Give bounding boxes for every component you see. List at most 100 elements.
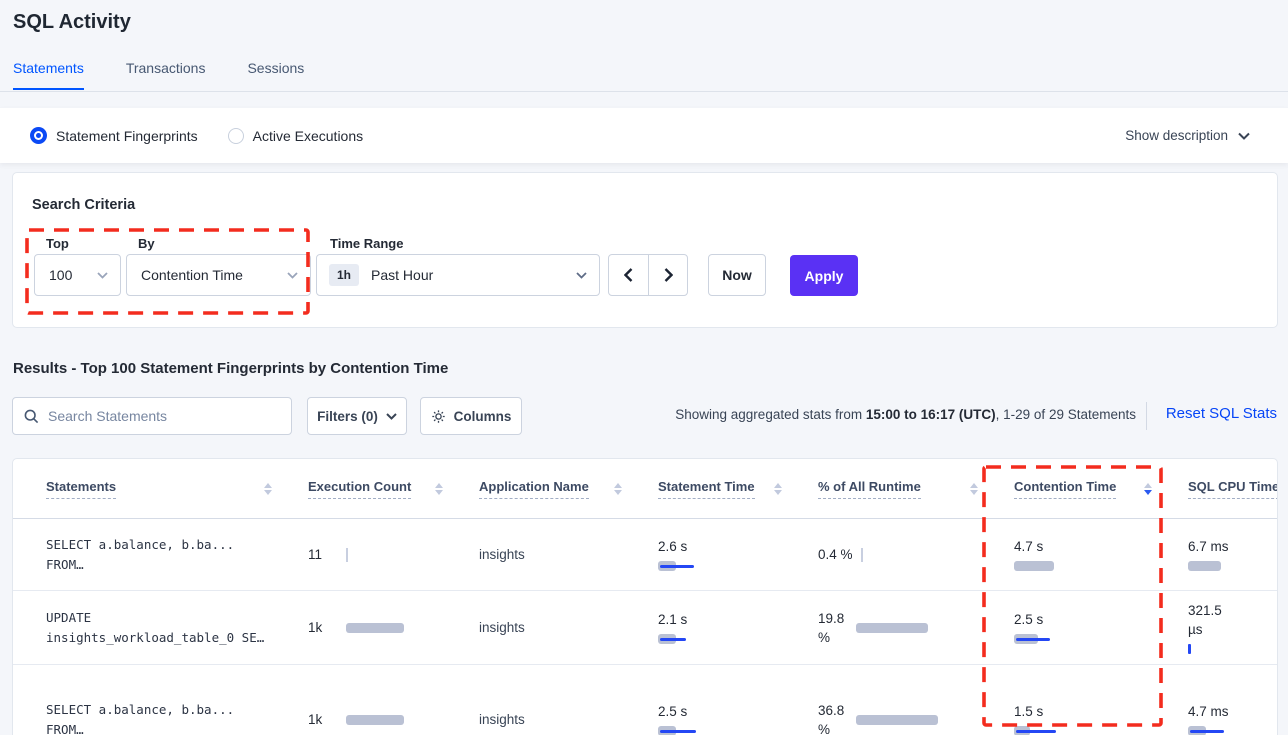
cell-value: 321.5 µs: [1188, 602, 1222, 637]
cell-value: 1.5 s: [1014, 704, 1044, 719]
cell-value: 2.5 s: [1014, 612, 1044, 627]
radio-active-executions[interactable]: Active Executions: [227, 127, 364, 144]
sort-icons[interactable]: [774, 482, 782, 495]
statements-table: Statements Execution Count Application Nam…: [12, 458, 1278, 735]
column-header-label: SQL CPU Time: [1188, 479, 1277, 499]
value-bar: [1188, 725, 1277, 735]
execution-count-cell: 11: [296, 545, 467, 564]
column-header-statement-time[interactable]: Statement Time: [646, 479, 806, 499]
value-bar: [1014, 725, 1104, 735]
column-header-contention-time[interactable]: Contention Time: [1002, 479, 1176, 499]
time-prev-button[interactable]: [609, 255, 648, 295]
top-select[interactable]: 100: [34, 254, 121, 296]
column-header-statements[interactable]: Statements: [13, 479, 296, 499]
page-title: SQL Activity: [13, 11, 131, 33]
radio-statement-fingerprints[interactable]: Statement Fingerprints: [30, 127, 198, 144]
sort-icons[interactable]: [1144, 482, 1152, 495]
cell-value: 11: [308, 547, 323, 562]
radio-unselected-icon: [227, 127, 244, 144]
sort-icons[interactable]: [970, 482, 978, 495]
cell-value: 36.8%: [818, 702, 845, 735]
column-header-application-name[interactable]: Application Name: [467, 479, 646, 499]
cell-value: 1k: [308, 620, 323, 635]
cell-value: 19.8%: [818, 610, 845, 645]
contention-time-cell: 4.7 s: [1002, 537, 1176, 572]
statement-link[interactable]: SELECT a.balance, b.ba... FROM…: [46, 536, 235, 572]
value-bar: [1014, 560, 1104, 572]
top-select-value: 100: [49, 267, 73, 283]
sql-cpu-time-cell: 6.7 ms: [1176, 537, 1277, 572]
by-label: By: [138, 236, 155, 251]
value-bar: [658, 725, 748, 735]
value-bar: [1188, 560, 1277, 572]
time-range-label: Time Range: [330, 236, 404, 251]
top-label: Top: [46, 236, 69, 251]
cell-value: 2.6 s: [658, 539, 688, 554]
value-bar: [346, 714, 436, 726]
tab-transactions[interactable]: Transactions: [125, 60, 206, 76]
value-bar: [1188, 643, 1277, 655]
radio-label: Active Executions: [252, 127, 364, 144]
chevron-down-icon: [287, 271, 298, 279]
column-header-label: Application Name: [479, 479, 589, 499]
cell-value: 4.7 ms: [1188, 704, 1229, 719]
value-bar: [856, 714, 946, 726]
application-name-cell: insights: [479, 547, 525, 562]
statement-link[interactable]: SELECT a.balance, b.ba... FROM…: [46, 701, 235, 735]
time-range-select[interactable]: 1h Past Hour: [316, 254, 600, 296]
column-header-sql-cpu-time[interactable]: SQL CPU Time: [1176, 479, 1277, 499]
columns-label: Columns: [453, 408, 512, 424]
statement-search-box: [12, 397, 292, 435]
tab-sessions[interactable]: Sessions: [247, 60, 305, 76]
view-mode-bar: Statement Fingerprints Active Executions …: [0, 108, 1288, 163]
column-header-label: Contention Time: [1014, 479, 1117, 499]
statement-link[interactable]: UPDATE insights_workload_table_0 SE…: [46, 609, 265, 645]
table-row: UPDATE insights_workload_table_0 SE… 1k ins…: [13, 591, 1277, 665]
statement-time-cell: 2.6 s: [646, 537, 806, 572]
search-input[interactable]: [48, 408, 268, 424]
columns-button[interactable]: Columns: [420, 397, 522, 435]
value-bar: [856, 622, 946, 634]
results-heading: Results - Top 100 Statement Fingerprints…: [13, 360, 449, 377]
chevron-down-icon: [97, 271, 108, 279]
cell-value: 2.1 s: [658, 612, 688, 627]
filters-button[interactable]: Filters (0): [307, 397, 407, 435]
chevron-down-icon: [576, 271, 587, 279]
column-header-label: Statements: [46, 479, 117, 499]
tab-statements[interactable]: Statements: [13, 60, 84, 90]
value-bar: [1014, 633, 1104, 645]
cell-value: 4.7 s: [1014, 539, 1044, 554]
sort-icons[interactable]: [264, 482, 272, 495]
radio-label: Statement Fingerprints: [56, 127, 198, 144]
sort-icons[interactable]: [435, 482, 443, 495]
cell-value: 0.4 %: [818, 547, 853, 562]
sql-cpu-time-cell: 321.5 µs: [1176, 601, 1277, 655]
value-bar: [346, 547, 436, 562]
apply-button[interactable]: Apply: [790, 255, 858, 296]
now-button[interactable]: Now: [708, 254, 766, 296]
time-next-button[interactable]: [648, 255, 687, 295]
value-bar: [658, 560, 748, 572]
chevron-down-icon: [1238, 132, 1250, 140]
value-bar: [860, 547, 951, 562]
application-name-cell: insights: [479, 712, 525, 727]
column-header-label: % of All Runtime: [818, 479, 921, 499]
column-header-label: Statement Time: [658, 479, 755, 499]
application-name-cell: insights: [479, 620, 525, 635]
column-header-of-all-runtime[interactable]: % of All Runtime: [806, 479, 1002, 499]
reset-sql-stats-link[interactable]: Reset SQL Stats: [1165, 405, 1277, 422]
statement-time-cell: 2.1 s: [646, 610, 806, 645]
chevron-down-icon: [386, 412, 397, 420]
cell-value: 1k: [308, 712, 323, 727]
search-criteria-panel: Search Criteria Top 100 By Contention Ti…: [12, 172, 1278, 328]
column-header-execution-count[interactable]: Execution Count: [296, 479, 467, 499]
show-description-label: Show description: [1125, 128, 1228, 143]
tab-bar-divider: [0, 91, 1288, 92]
table-header-row: Statements Execution Count Application Nam…: [13, 459, 1277, 519]
statement-time-cell: 2.5 s: [646, 702, 806, 735]
show-description-toggle[interactable]: Show description: [1125, 128, 1250, 143]
gear-icon: [431, 409, 445, 423]
sort-icons[interactable]: [614, 482, 622, 495]
by-select[interactable]: Contention Time: [126, 254, 311, 296]
